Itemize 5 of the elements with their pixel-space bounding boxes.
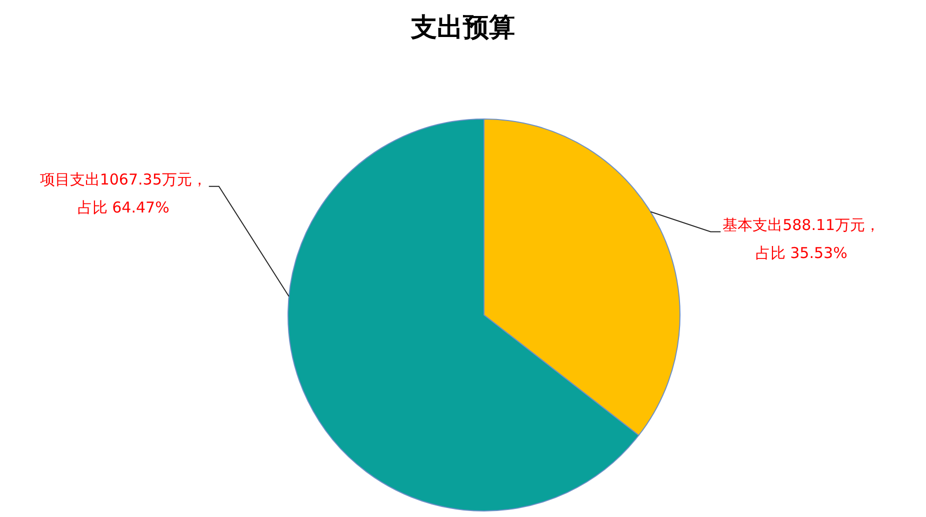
data-label: 项目支出1067.35万元， <box>40 170 207 188</box>
text: 占比 35.53% <box>755 244 848 262</box>
chart-title: 支出预算 <box>410 13 515 43</box>
text: 占比 64.47% <box>77 198 170 216</box>
data-label: 基本支出588.11万元， <box>722 216 880 234</box>
